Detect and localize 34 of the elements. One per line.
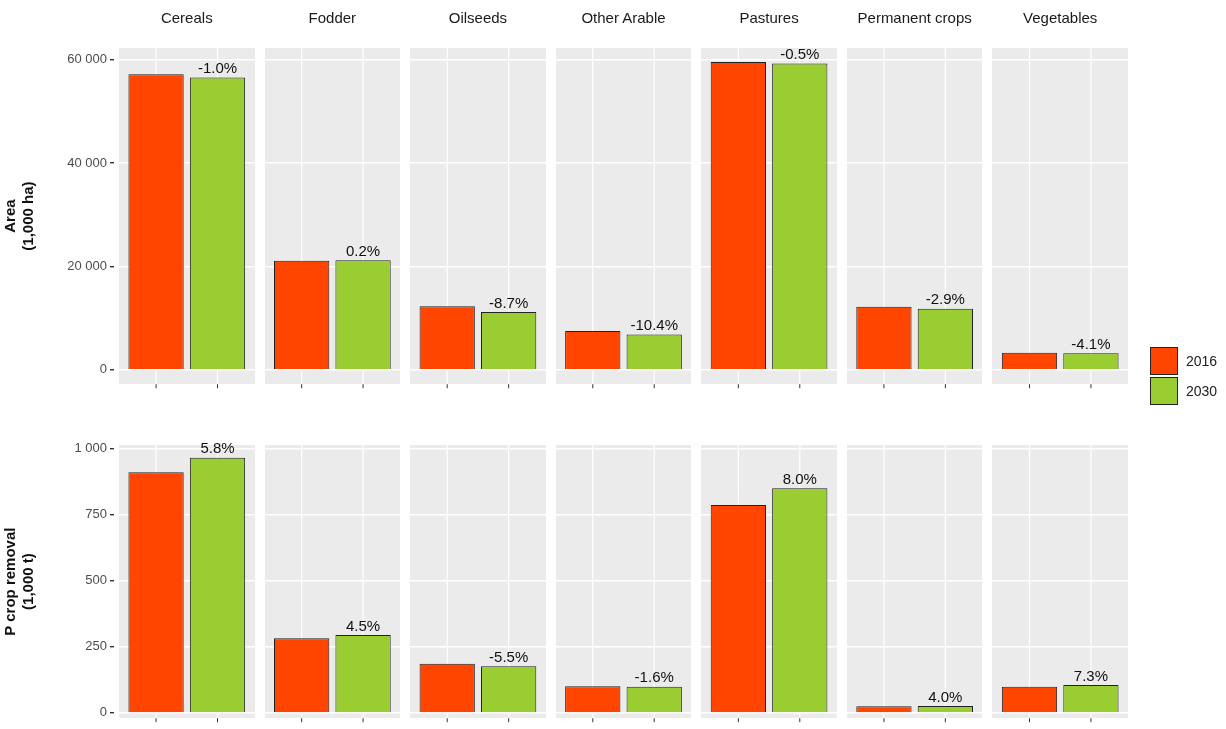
annotation: -1.6% <box>634 668 674 686</box>
x-tick-label: Oilseeds <box>448 9 508 27</box>
x-tick-label: Cereals <box>160 9 213 27</box>
annotation: 7.3% <box>1073 666 1109 684</box>
y-tick-label: 250 <box>85 638 107 654</box>
x-tick-label: Vegetables <box>1023 9 1098 27</box>
y-tick-label: 0 <box>99 704 107 720</box>
x-tick-label: Pastures <box>739 9 799 27</box>
y-tick-label: 60 000 <box>67 51 107 67</box>
annotation: -2.9% <box>925 290 965 308</box>
annotation: -8.7% <box>489 293 529 311</box>
legend-label: 2030 <box>1186 383 1218 399</box>
annotation: 8.0% <box>782 470 817 488</box>
x-tick-label: Permanent crops <box>857 9 972 27</box>
y-tick-label: 20 000 <box>67 258 107 274</box>
y-axis-title: P crop removal (1,000 t) <box>1 527 37 636</box>
y-tick-label: 40 000 <box>67 154 107 170</box>
x-tick-label: Fodder <box>308 9 357 27</box>
annotation: 5.8% <box>200 439 235 457</box>
legend-label: 2016 <box>1186 353 1218 369</box>
annotation: 4.5% <box>345 616 381 634</box>
annotation: -5.5% <box>489 648 529 665</box>
annotation: -1.0% <box>197 59 238 77</box>
y-tick-label: 1 000 <box>74 440 107 456</box>
x-tick-label: Other Arable <box>581 9 666 27</box>
y-tick-label: 0 <box>99 361 107 377</box>
y-axis-title: Area (1,000 ha) <box>1 181 37 251</box>
annotation: 4.0% <box>928 687 963 705</box>
annotation: -10.4% <box>630 316 678 334</box>
annotation: -4.1% <box>1071 334 1111 352</box>
y-tick-label: 500 <box>85 572 107 588</box>
annotation: -0.5% <box>780 45 820 63</box>
y-tick-label: 750 <box>85 506 107 522</box>
annotation: 0.2% <box>345 241 381 259</box>
